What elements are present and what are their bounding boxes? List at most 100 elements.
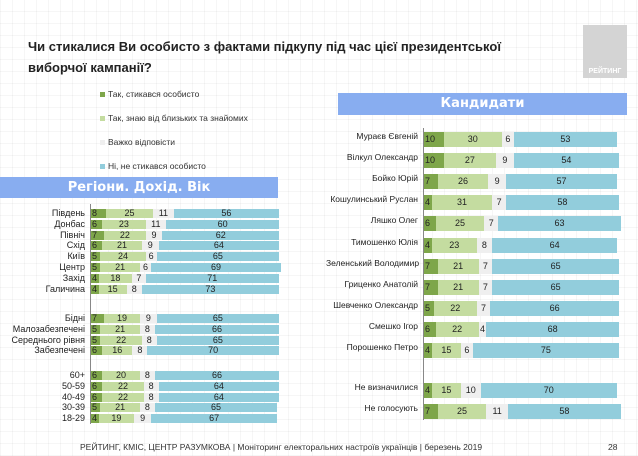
bar-segment: 8	[476, 237, 493, 253]
bar-segment: 8	[139, 324, 155, 334]
bar-segment: 9	[134, 414, 152, 424]
bar-segment: 8	[132, 346, 148, 356]
bar-segment: 11	[145, 219, 167, 229]
bar-segment: 6	[461, 343, 473, 358]
bar-segment: 64	[158, 381, 279, 391]
bar-segment: 4	[91, 413, 99, 424]
bar-segment: 21	[437, 279, 479, 295]
category-label: Донбас	[54, 218, 85, 229]
category-label: Шевченко Олександр	[333, 299, 418, 310]
bar-segment: 7	[478, 279, 493, 295]
category-label: Мураєв Євгеній	[356, 131, 418, 141]
bar-segment: 7	[424, 404, 438, 420]
bar-segment: 4	[424, 343, 432, 358]
bar-segment: 21	[100, 403, 140, 413]
bar-segment: 25	[435, 216, 485, 232]
category-label: Захід	[62, 272, 85, 283]
category-label: Бойко Юрій	[372, 173, 418, 184]
bar-segment: 8	[141, 335, 157, 345]
category-label: 50-59	[61, 380, 85, 391]
bar-segment: 57	[505, 174, 618, 190]
bar-segment: 22	[102, 392, 144, 402]
bar-segment: 5	[91, 335, 101, 345]
bar-segment: 9	[145, 230, 163, 240]
bar-segment: 8	[126, 284, 142, 294]
bar-segment: 64	[492, 237, 618, 253]
bar-segment: 22	[435, 321, 479, 337]
bar-segment: 15	[98, 284, 127, 294]
bar-segment: 65	[154, 403, 278, 413]
bar-segment: 7	[478, 258, 493, 274]
category-label: Ляшко Олег	[370, 215, 418, 226]
bar-segment: 66	[490, 300, 619, 316]
page-number: 28	[608, 442, 618, 452]
category-label: Київ	[67, 251, 85, 262]
bar-segment: 58	[505, 195, 619, 211]
bar-segment: 64	[158, 392, 279, 402]
bar-segment: 4	[424, 383, 432, 398]
bar-segment: 6	[91, 371, 103, 380]
legend-item-heard: Так, знаю від близьких та знайомих	[100, 113, 248, 123]
bar-segment: 18	[98, 273, 133, 283]
bar-segment: 23	[431, 237, 477, 253]
bar-segment: 8	[143, 392, 159, 402]
bar-segment: 6	[91, 346, 103, 356]
bar-segment: 9	[496, 153, 514, 169]
bar-segment: 8	[139, 371, 155, 380]
bar-segment: 26	[437, 174, 489, 190]
category-label: Малозабезпечені	[12, 323, 85, 334]
bar-segment: 54	[513, 153, 619, 169]
bar-segment: 66	[154, 371, 279, 380]
bar-segment: 24	[100, 252, 146, 262]
category-label: Південь	[51, 208, 85, 218]
chart-axis	[90, 204, 91, 424]
bar-segment: 15	[431, 383, 462, 398]
bar-segment: 58	[507, 404, 621, 420]
category-label: Бідні	[64, 313, 85, 323]
bar-segment: 56	[173, 209, 279, 218]
bar-segment: 4	[478, 321, 487, 337]
category-label: 30-39	[61, 402, 85, 413]
bar-segment: 19	[98, 414, 135, 424]
bar-segment: 20	[102, 371, 140, 380]
bar-segment: 10	[461, 383, 481, 398]
bar-segment: 10	[424, 153, 444, 169]
bar-segment: 5	[424, 300, 434, 316]
category-label: Середнього рівня	[11, 334, 85, 345]
bar-segment: 25	[437, 404, 487, 420]
legend-item-hard: Важко відповісти	[100, 137, 175, 147]
category-label: Не голосують	[364, 403, 418, 414]
bar-segment: 6	[145, 252, 157, 262]
category-label: Схід	[66, 240, 85, 251]
bar-segment: 9	[488, 174, 506, 190]
bar-segment: 7	[91, 314, 105, 323]
bar-segment: 6	[91, 219, 103, 229]
bar-segment: 4	[424, 237, 432, 253]
bar-segment: 30	[443, 132, 502, 147]
bar-segment: 7	[424, 258, 438, 274]
bar-segment: 10	[424, 132, 444, 147]
bar-segment: 65	[156, 252, 279, 262]
bar-segment: 8	[91, 209, 107, 218]
bar-segment: 27	[443, 153, 497, 169]
category-label: Кошулинський Руслан	[330, 194, 418, 205]
bar-segment: 8	[139, 403, 155, 413]
bar-segment: 6	[91, 241, 103, 251]
slide-title: Чи стикалися Ви особисто з фактами підку…	[28, 39, 501, 75]
bar-segment: 6	[139, 263, 152, 272]
legend-item-personal: Так, стикався особисто	[100, 89, 199, 99]
bar-segment: 25	[106, 209, 154, 218]
category-label: Не визначилися	[354, 382, 418, 392]
category-label: 60+	[69, 370, 85, 380]
bar-segment: 70	[480, 383, 618, 398]
bar-segment: 64	[158, 241, 279, 251]
bar-segment: 65	[492, 258, 619, 274]
category-label: Гриценко Анатолій	[344, 278, 418, 289]
bar-segment: 4	[91, 272, 99, 283]
category-label: 18-29	[61, 413, 85, 424]
bar-segment: 69	[151, 263, 281, 272]
bar-segment: 63	[498, 216, 621, 232]
bar-segment: 21	[100, 324, 140, 334]
bar-segment: 6	[91, 381, 103, 391]
bar-segment: 11	[486, 404, 508, 420]
